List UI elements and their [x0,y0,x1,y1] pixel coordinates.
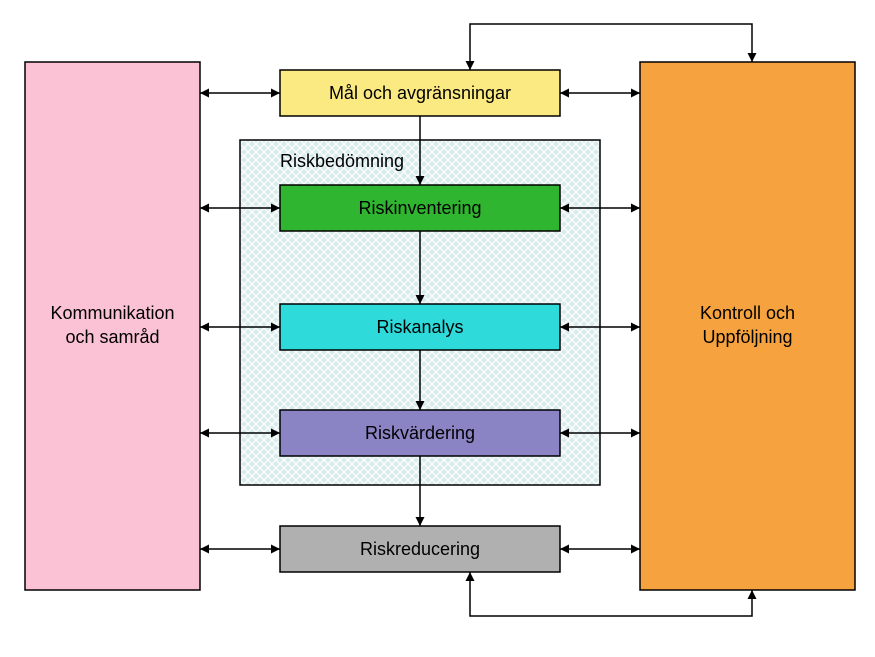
box-mal: Mål och avgränsningar [280,70,560,116]
box-mal-label: Mål och avgränsningar [329,83,511,103]
box-riskinv-label: Riskinventering [358,198,481,218]
left-panel: Kommunikation och samråd [25,62,200,590]
svg-text:Kontroll och: Kontroll och [700,303,795,323]
box-riskvard-label: Riskvärdering [365,423,475,443]
box-riskinv: Riskinventering [280,185,560,231]
box-riskanalys: Riskanalys [280,304,560,350]
box-riskvard: Riskvärdering [280,410,560,456]
right-panel: Kontroll och Uppföljning [640,62,855,590]
box-riskred: Riskreducering [280,526,560,572]
svg-text:Kommunikation: Kommunikation [50,303,174,323]
svg-text:och samråd: och samråd [65,327,159,347]
riskbedomning-label: Riskbedömning [280,151,404,171]
box-riskred-label: Riskreducering [360,539,480,559]
svg-text:Uppföljning: Uppföljning [702,327,792,347]
box-riskanalys-label: Riskanalys [376,317,463,337]
